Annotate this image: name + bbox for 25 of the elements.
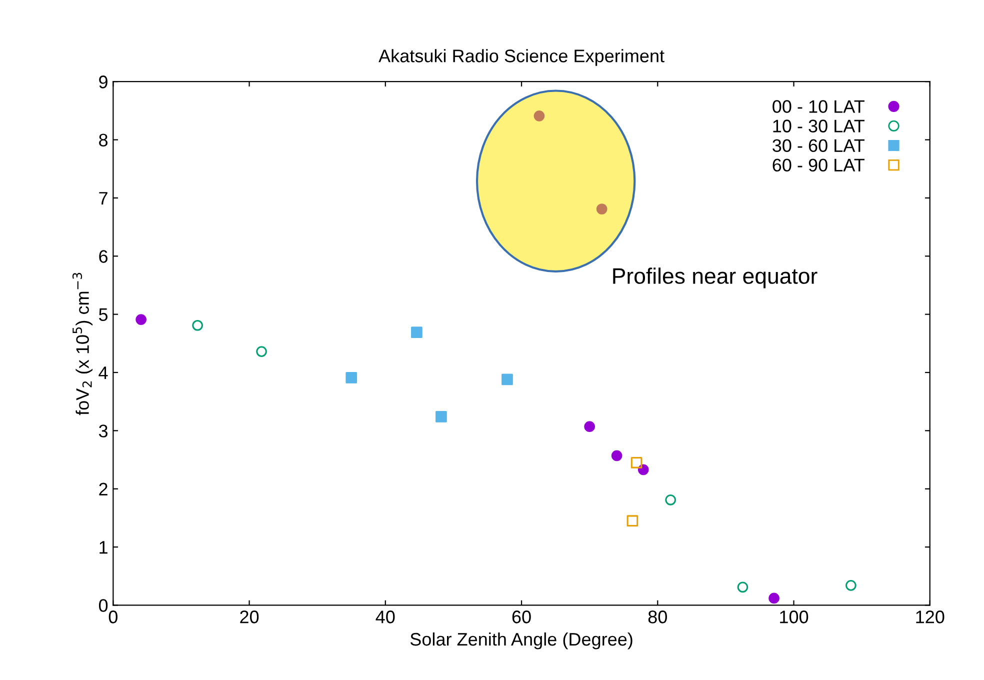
x-tick-label: 80	[648, 610, 667, 624]
y-tick-label: 4	[98, 366, 108, 380]
x-tick-label: 20	[240, 610, 259, 624]
y-tick-label: 3	[98, 424, 108, 438]
annotation: Profiles near equator	[613, 268, 818, 288]
legend-label: 60 - 90 LAT	[772, 158, 864, 172]
chart-title: Akatsuki Radio Science Experiment	[378, 49, 664, 66]
legend-label: 30 - 60 LAT	[772, 139, 864, 152]
y-tick-label: 2	[99, 482, 108, 496]
y-tick-label: 7	[99, 192, 108, 204]
y-tick-label: 0	[98, 599, 108, 612]
x-axis-title: Solar Zenith Angle (Degree)	[410, 632, 632, 650]
y-axis-title: foV$_{2}$ (x 10$^{5}$) cm$^{−3}$	[72, 272, 93, 416]
x-tick-label: 120	[916, 610, 944, 624]
legend-label: 00 - 10 LAT	[772, 100, 864, 113]
x-tick-label: 40	[376, 610, 395, 624]
x-tick-label: 60	[512, 610, 531, 624]
x-tick-label: 0	[108, 610, 118, 624]
y-tick-label: 1	[100, 541, 108, 554]
legend-label: 10 - 30 LAT	[773, 120, 864, 132]
y-tick-label: 6	[99, 250, 108, 263]
x-tick-label: 100	[780, 610, 808, 624]
y-tick-label: 5	[98, 308, 108, 322]
y-tick-label: 9	[99, 76, 108, 88]
y-tick-label: 8	[99, 134, 108, 146]
